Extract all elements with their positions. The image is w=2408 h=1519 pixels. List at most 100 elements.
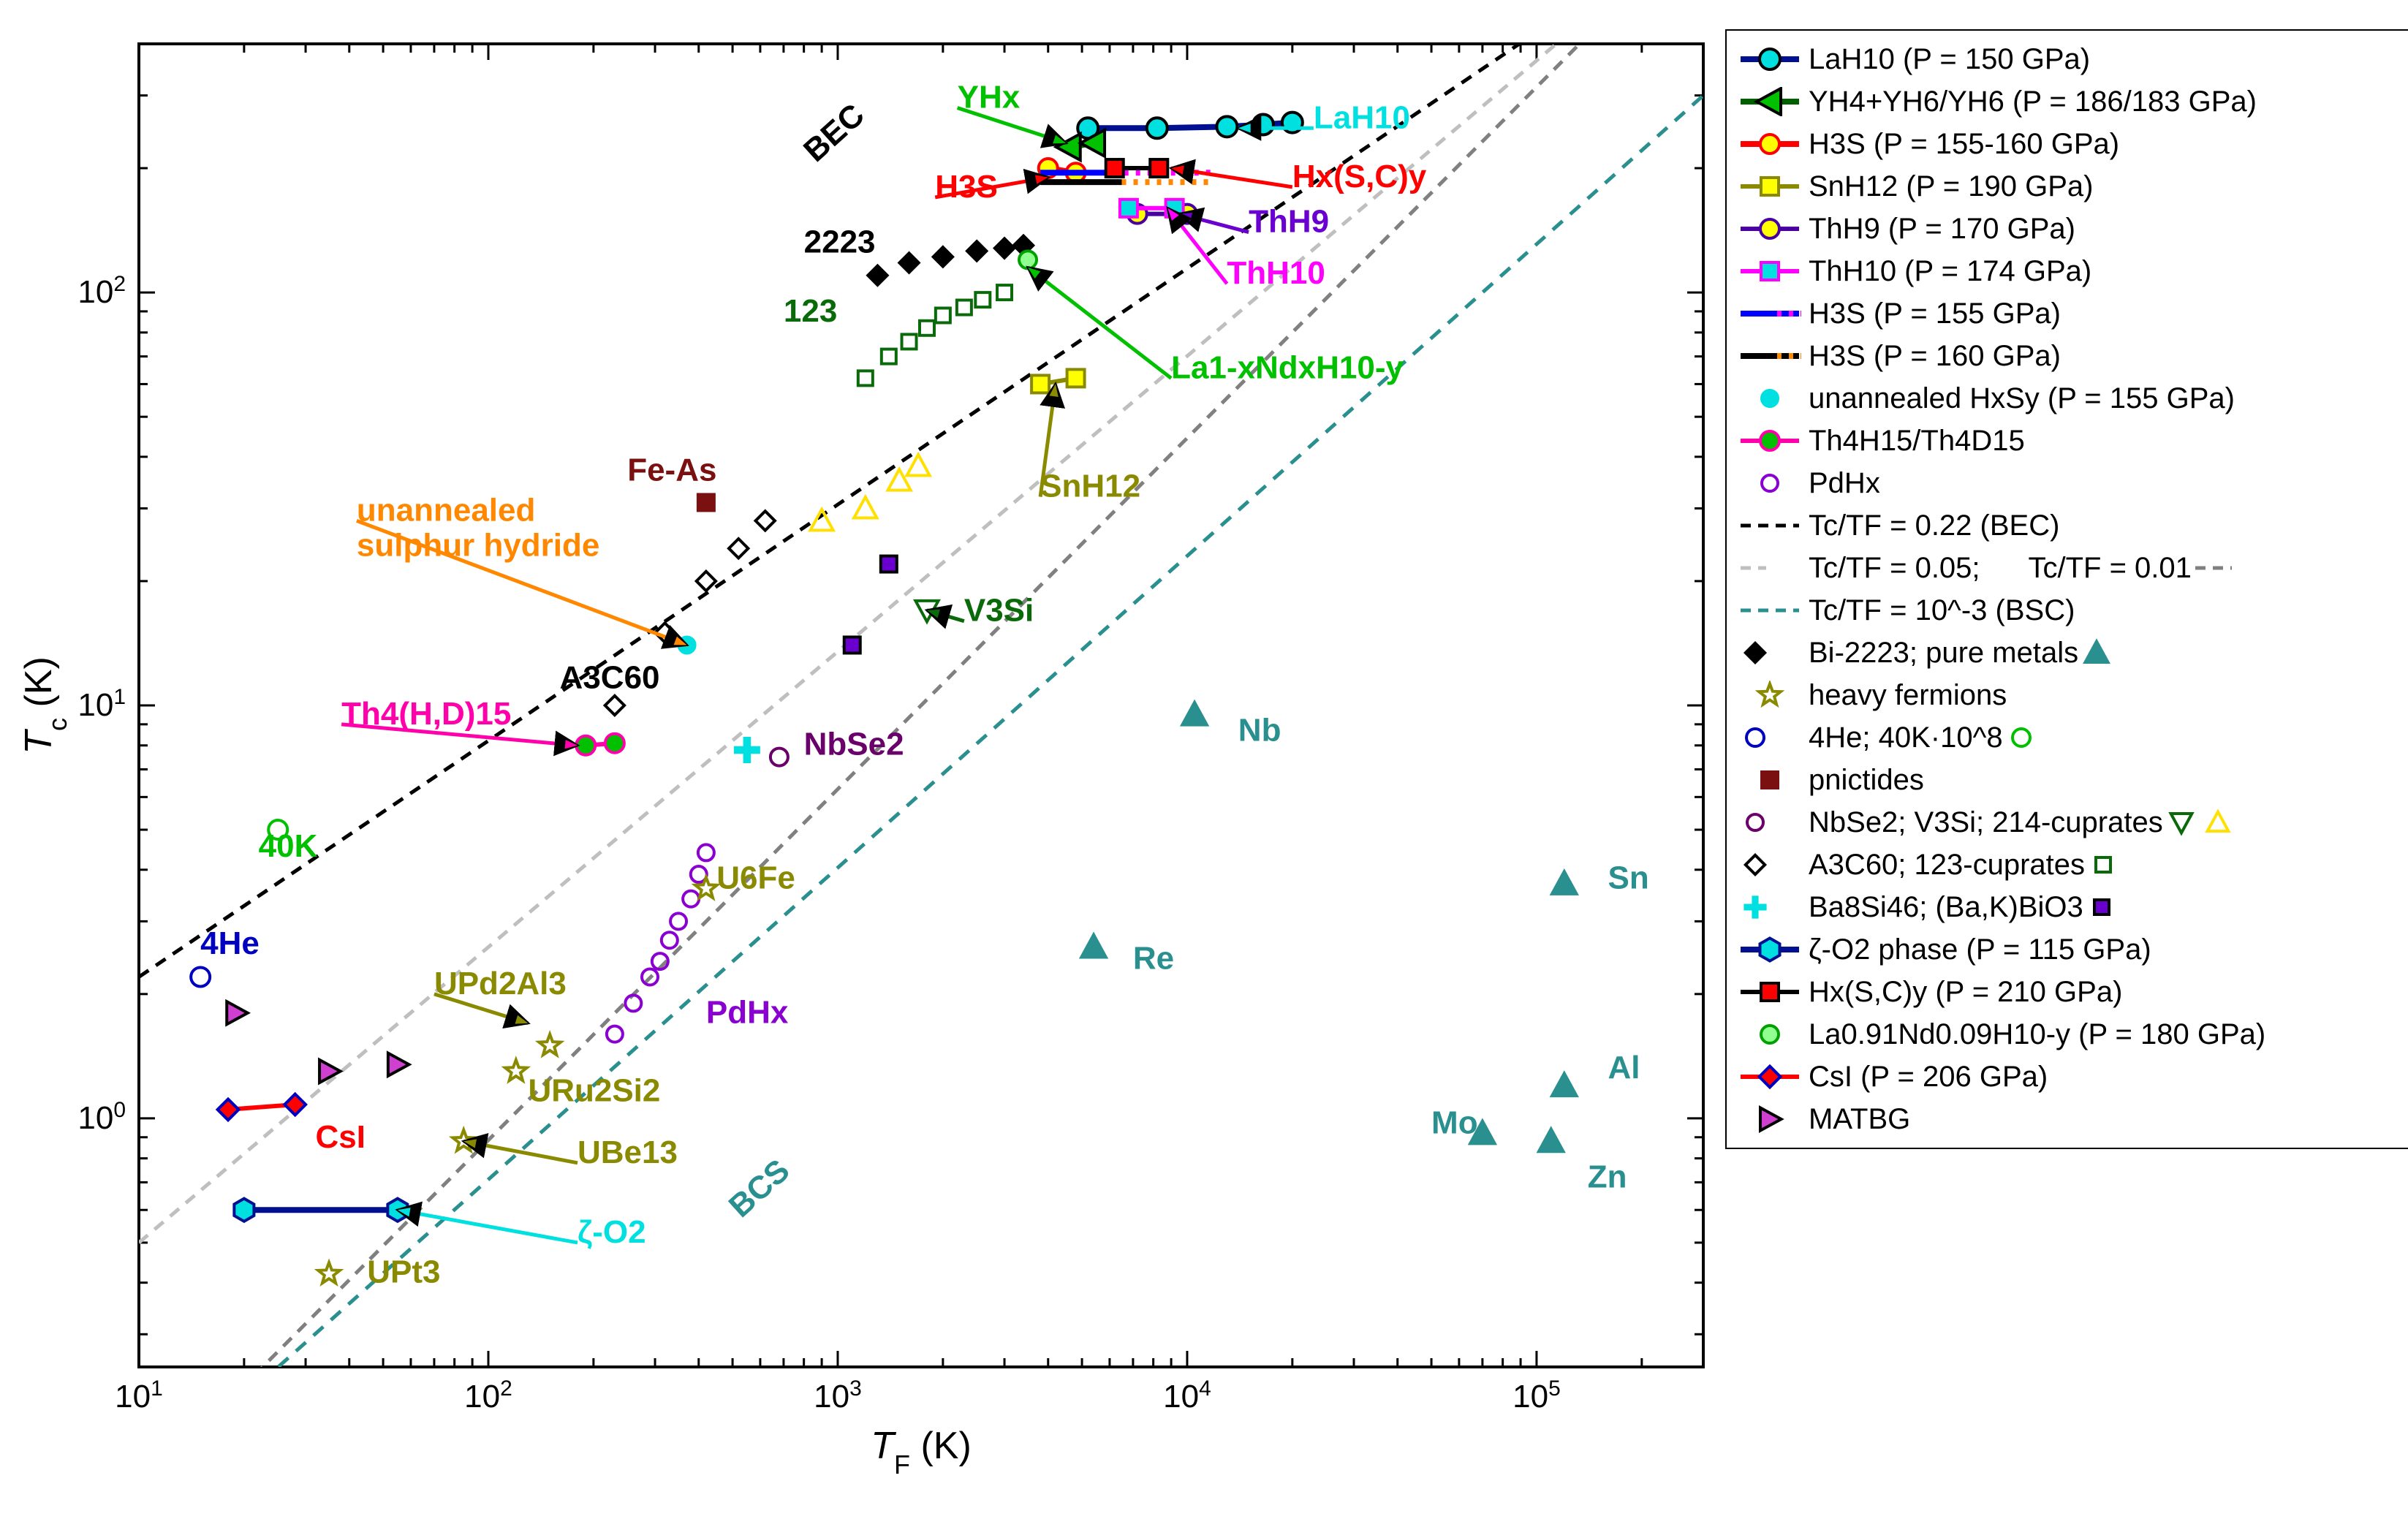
- annotation-Re: Re: [1133, 941, 1174, 977]
- legend-swatch: [1737, 935, 1803, 964]
- legend-swatch: [1737, 1105, 1803, 1134]
- legend-item: ζ-O2 phase (P = 115 GPa): [1737, 928, 2402, 971]
- series-pnictides: [698, 494, 714, 510]
- ytick-label: 102: [77, 272, 126, 311]
- annotation-ThH10: ThH10: [1227, 255, 1325, 291]
- annotation-arrow: [463, 1141, 578, 1163]
- legend-item: H3S (P = 155 GPa): [1737, 292, 2402, 335]
- legend-label: A3C60; 123-cuprates: [1809, 849, 2085, 882]
- legend-swatch: [1737, 426, 1803, 455]
- legend-label: SnH12 (P = 190 GPa): [1809, 170, 2094, 203]
- legend-swatch: [1737, 129, 1803, 159]
- annotation-A3C60: A3C60: [560, 660, 660, 696]
- annotation-Nb: Nb: [1238, 713, 1281, 749]
- annotation-UPt3: UPt3: [367, 1254, 440, 1290]
- annotation-2223: 2223: [804, 224, 876, 260]
- guide-label: BCS: [722, 1152, 797, 1224]
- xaxis-label: TF (K): [871, 1425, 972, 1480]
- series-zetaO2: [234, 1199, 407, 1221]
- annotation-Zn: Zn: [1588, 1159, 1627, 1195]
- legend-label: Th4H15/Th4D15: [1809, 425, 2025, 458]
- series-LaH10: [1078, 113, 1303, 139]
- legend-item: YH4+YH6/YH6 (P = 186/183 GPa): [1737, 80, 2402, 123]
- annotation-NbSe2: NbSe2: [804, 726, 904, 762]
- annotation-Mo: Mo: [1431, 1105, 1478, 1140]
- yaxis-label: Tc (K): [18, 656, 72, 754]
- legend-label: Tc/TF = 0.22 (BEC): [1809, 510, 2059, 542]
- legend-item: Hx(S,C)y (P = 210 GPa): [1737, 971, 2402, 1013]
- legend-label: heavy fermions: [1809, 679, 2007, 712]
- legend-label: NbSe2; V3Si; 214-cuprates: [1809, 806, 2163, 839]
- legend-item: Ba8Si46; (Ba,K)BiO3: [1737, 886, 2402, 928]
- legend-swatch: [1737, 172, 1803, 201]
- annotation-PdHx: PdHx: [706, 995, 789, 1031]
- annotation-123: 123: [784, 293, 837, 329]
- legend-item: A3C60; 123-cuprates: [1737, 844, 2402, 886]
- series-pure_metals: [1081, 702, 1576, 1151]
- legend-swatch: [1737, 681, 1803, 710]
- xtick-label: 102: [464, 1376, 512, 1415]
- xtick-label: 104: [1163, 1376, 1211, 1415]
- legend-item: Tc/TF = 10^-3 (BSC): [1737, 589, 2402, 632]
- annotation-URu2Si2: URu2Si2: [528, 1073, 660, 1109]
- legend-item: MATBG: [1737, 1098, 2402, 1140]
- legend-swatch: [1737, 850, 1803, 879]
- legend-label: 4He; 40K·10^8: [1809, 721, 2003, 754]
- series-MATBG: [227, 1001, 409, 1083]
- legend-swatch: [1737, 87, 1803, 116]
- legend-item: SnH12 (P = 190 GPa): [1737, 165, 2402, 208]
- legend-swatch: [1737, 553, 1803, 583]
- legend-label: unannealed HxSy (P = 155 GPa): [1809, 382, 2235, 415]
- annotation-UBe13: UBe13: [578, 1134, 678, 1170]
- series-Th4H15: [576, 734, 624, 755]
- legend-swatch: [1737, 977, 1803, 1007]
- legend-swatch: [1737, 45, 1803, 74]
- series-BaKBiO3: [844, 556, 897, 654]
- series-214cuprates: [811, 455, 930, 531]
- series-4He: [191, 967, 210, 986]
- legend-swatch: [1737, 893, 1803, 922]
- annotation-HxSCy: Hx(S,C)y: [1292, 159, 1427, 194]
- ytick-label: 101: [77, 685, 126, 724]
- legend-swatch: [1737, 1020, 1803, 1049]
- annotation-Sn: Sn: [1608, 860, 1649, 896]
- legend-swatch: [1737, 469, 1803, 498]
- legend-label: PdHx: [1809, 467, 1880, 500]
- legend-label: Bi-2223; pure metals: [1809, 637, 2078, 670]
- annotation-LaH10: LaH10: [1314, 99, 1410, 135]
- legend-label: Tc/TF = 0.05; Tc/TF = 0.01: [1809, 552, 2192, 585]
- legend-item: unannealed HxSy (P = 155 GPa): [1737, 377, 2402, 420]
- legend-label: Ba8Si46; (Ba,K)BiO3: [1809, 891, 2083, 924]
- annotation-arrow: [1171, 168, 1292, 187]
- legend-swatch: [1737, 299, 1803, 328]
- legend-label: pnictides: [1809, 764, 1924, 797]
- legend-swatch: [1737, 596, 1803, 625]
- legend-label: ζ-O2 phase (P = 115 GPa): [1809, 933, 2151, 966]
- series-SnH12: [1031, 369, 1084, 393]
- legend-item: La0.91Nd0.09H10-y (P = 180 GPa): [1737, 1013, 2402, 1056]
- legend-swatch: [1737, 808, 1803, 837]
- annotation-U6Fe: U6Fe: [716, 860, 795, 896]
- legend-swatch: [1737, 638, 1803, 667]
- annotation-UPd2Al3: UPd2Al3: [434, 966, 567, 1001]
- annotation-V3Si: V3Si: [964, 593, 1034, 629]
- ytick-label: 100: [77, 1097, 126, 1136]
- guide-r0_05: [139, 0, 1703, 1243]
- legend-item: ThH10 (P = 174 GPa): [1737, 250, 2402, 292]
- legend-item: H3S (P = 160 GPa): [1737, 335, 2402, 377]
- series-Ba8Si46: [734, 737, 760, 763]
- legend-item: Tc/TF = 0.05; Tc/TF = 0.01: [1737, 547, 2402, 589]
- legend-label: Hx(S,C)y (P = 210 GPa): [1809, 976, 2122, 1009]
- annotation-Th4HD15: Th4(H,D)15: [341, 696, 511, 732]
- legend-item: Bi-2223; pure metals: [1737, 632, 2402, 674]
- legend-label: Tc/TF = 10^-3 (BSC): [1809, 594, 2075, 627]
- annotation-LaNdH: La1-xNdxH10-y: [1171, 349, 1404, 385]
- legend-swatch: [1737, 341, 1803, 371]
- series-NbSe2: [771, 749, 788, 766]
- series-PdHx: [607, 844, 714, 1042]
- legend: LaH10 (P = 150 GPa)YH4+YH6/YH6 (P = 186/…: [1725, 29, 2408, 1149]
- legend-item: Tc/TF = 0.22 (BEC): [1737, 504, 2402, 547]
- legend-label: CsI (P = 206 GPa): [1809, 1061, 2048, 1094]
- xtick-label: 105: [1512, 1376, 1561, 1415]
- legend-label: ThH9 (P = 170 GPa): [1809, 213, 2075, 246]
